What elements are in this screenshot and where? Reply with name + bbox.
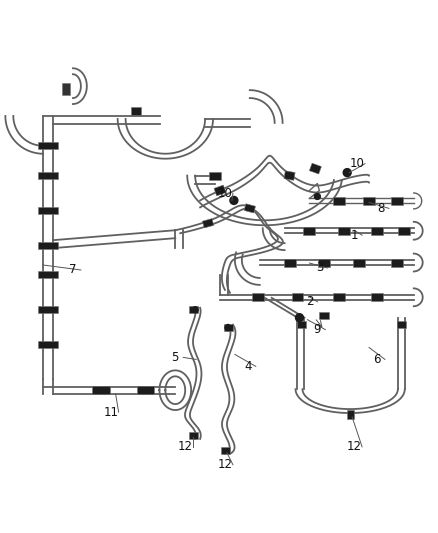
- Bar: [224, 324, 233, 331]
- Bar: [338, 227, 350, 235]
- Text: 4: 4: [244, 360, 251, 373]
- Bar: [209, 172, 221, 180]
- Bar: [371, 293, 383, 301]
- Circle shape: [314, 193, 320, 199]
- Bar: [38, 142, 58, 149]
- Bar: [252, 293, 264, 301]
- Text: 10: 10: [218, 187, 233, 200]
- Bar: [189, 306, 198, 313]
- Bar: [284, 171, 295, 180]
- Text: 1: 1: [350, 229, 358, 241]
- Bar: [214, 185, 226, 196]
- Text: 12: 12: [346, 440, 362, 454]
- Bar: [244, 204, 255, 213]
- Bar: [297, 321, 306, 328]
- Bar: [397, 321, 406, 328]
- Bar: [283, 259, 296, 266]
- Text: 6: 6: [373, 353, 381, 366]
- Text: 12: 12: [217, 458, 233, 471]
- Circle shape: [296, 314, 304, 321]
- Text: 11: 11: [103, 406, 118, 418]
- Bar: [38, 172, 58, 179]
- Text: 3: 3: [316, 262, 323, 274]
- Bar: [202, 219, 214, 228]
- Bar: [353, 259, 365, 266]
- Text: 9: 9: [314, 323, 321, 336]
- Text: 8: 8: [377, 202, 385, 215]
- Circle shape: [230, 197, 238, 204]
- Circle shape: [192, 307, 198, 313]
- Bar: [391, 197, 403, 205]
- Bar: [319, 312, 329, 319]
- Bar: [92, 386, 110, 394]
- Text: 10: 10: [350, 157, 364, 170]
- Bar: [38, 241, 58, 248]
- Text: 2: 2: [306, 295, 313, 308]
- Text: 12: 12: [178, 440, 193, 454]
- Bar: [371, 227, 383, 235]
- Bar: [38, 341, 58, 348]
- Circle shape: [343, 168, 351, 176]
- Bar: [38, 271, 58, 278]
- Bar: [318, 259, 330, 266]
- Text: 7: 7: [69, 263, 77, 277]
- Bar: [62, 83, 70, 95]
- Bar: [309, 163, 321, 174]
- Bar: [391, 259, 403, 266]
- Circle shape: [225, 325, 231, 330]
- Bar: [137, 386, 155, 394]
- Bar: [131, 107, 141, 115]
- Bar: [292, 293, 304, 301]
- Bar: [38, 207, 58, 214]
- Bar: [363, 197, 375, 205]
- Bar: [38, 306, 58, 313]
- Bar: [189, 432, 198, 439]
- Bar: [222, 447, 230, 454]
- Bar: [398, 227, 410, 235]
- Bar: [333, 293, 345, 301]
- Bar: [304, 227, 315, 235]
- Bar: [347, 409, 353, 418]
- Bar: [333, 197, 345, 205]
- Text: 5: 5: [172, 351, 179, 364]
